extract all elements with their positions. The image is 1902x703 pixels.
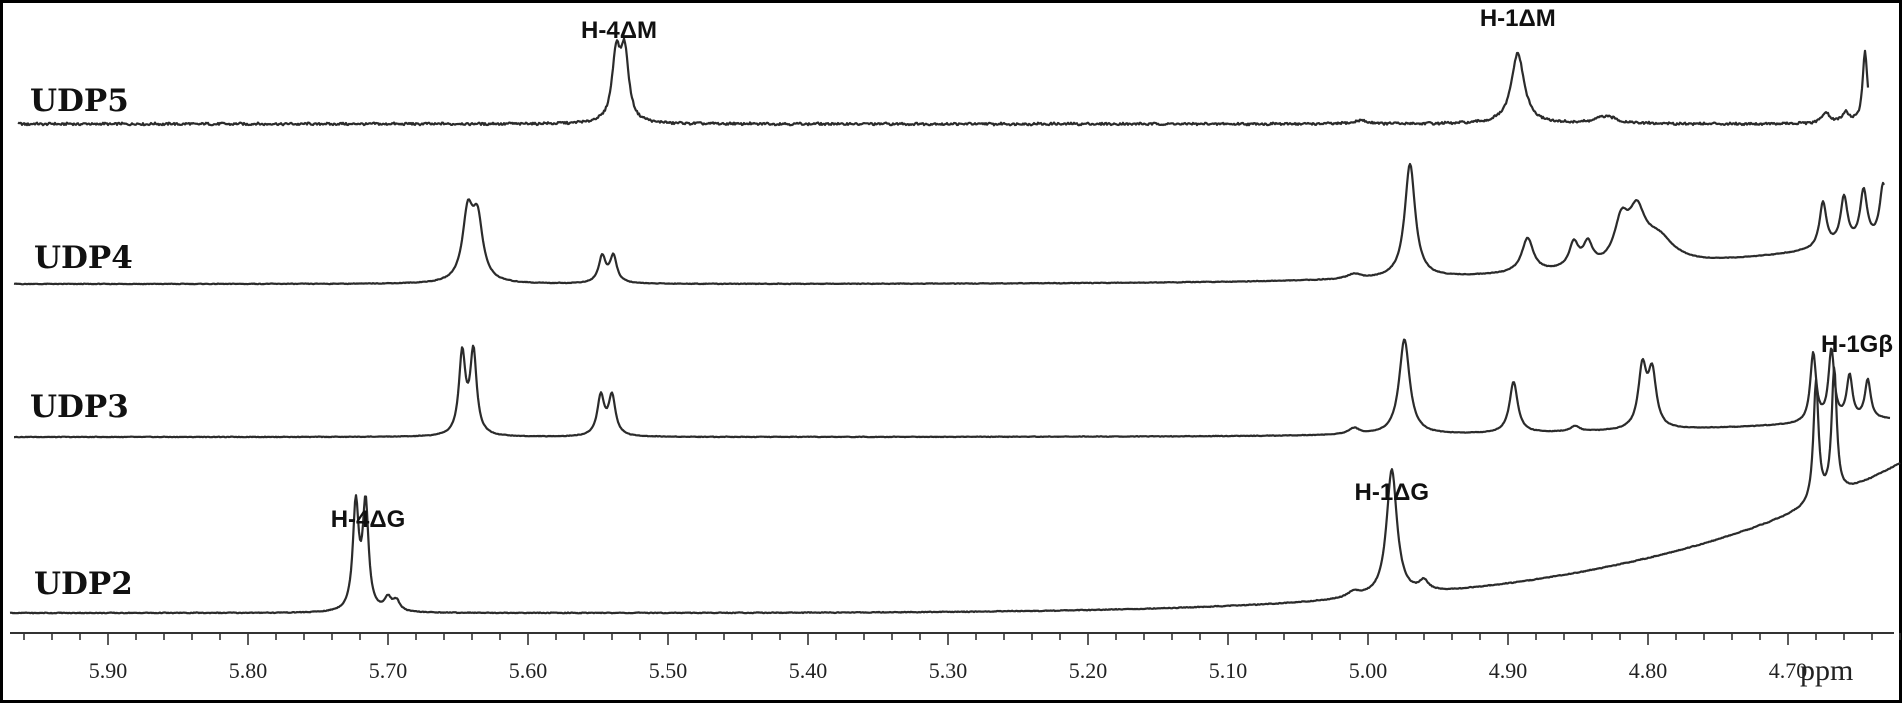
x-tick-label: 5.50 bbox=[649, 658, 688, 683]
series-label-udp3: UDP3 bbox=[30, 389, 129, 425]
trace-udp2 bbox=[9, 366, 1901, 615]
x-tick-label: 4.70 bbox=[1769, 658, 1808, 683]
series-label-udp4: UDP4 bbox=[34, 240, 133, 276]
x-tick-label: 4.90 bbox=[1489, 658, 1528, 683]
peak-annotation: H-1ΔG bbox=[1355, 479, 1430, 506]
x-tick-label: 5.40 bbox=[789, 658, 828, 683]
x-tick-label: 5.00 bbox=[1349, 658, 1388, 683]
x-tick-label: 5.10 bbox=[1209, 658, 1248, 683]
x-tick-label: 5.30 bbox=[929, 658, 968, 683]
x-tick-label: 5.80 bbox=[229, 658, 268, 683]
peak-annotation: H-4ΔM bbox=[581, 17, 657, 44]
peak-annotation: H-1Gβ bbox=[1821, 331, 1893, 358]
peak-annotation: H-1ΔM bbox=[1480, 5, 1556, 32]
peak-annotation: H-4ΔG bbox=[331, 506, 406, 533]
series-label-udp2: UDP2 bbox=[34, 566, 133, 602]
trace-udp5 bbox=[17, 37, 1870, 127]
trace-udp3 bbox=[13, 338, 1891, 439]
x-tick-label: 5.20 bbox=[1069, 658, 1108, 683]
series-label-udp5: UDP5 bbox=[30, 83, 129, 119]
x-axis-unit-label: ppm bbox=[1800, 654, 1853, 687]
trace-udp4 bbox=[13, 162, 1885, 286]
x-tick-label: 5.90 bbox=[89, 658, 128, 683]
x-tick-label: 4.80 bbox=[1629, 658, 1668, 683]
x-tick-label: 5.60 bbox=[509, 658, 548, 683]
x-tick-label: 5.70 bbox=[369, 658, 408, 683]
